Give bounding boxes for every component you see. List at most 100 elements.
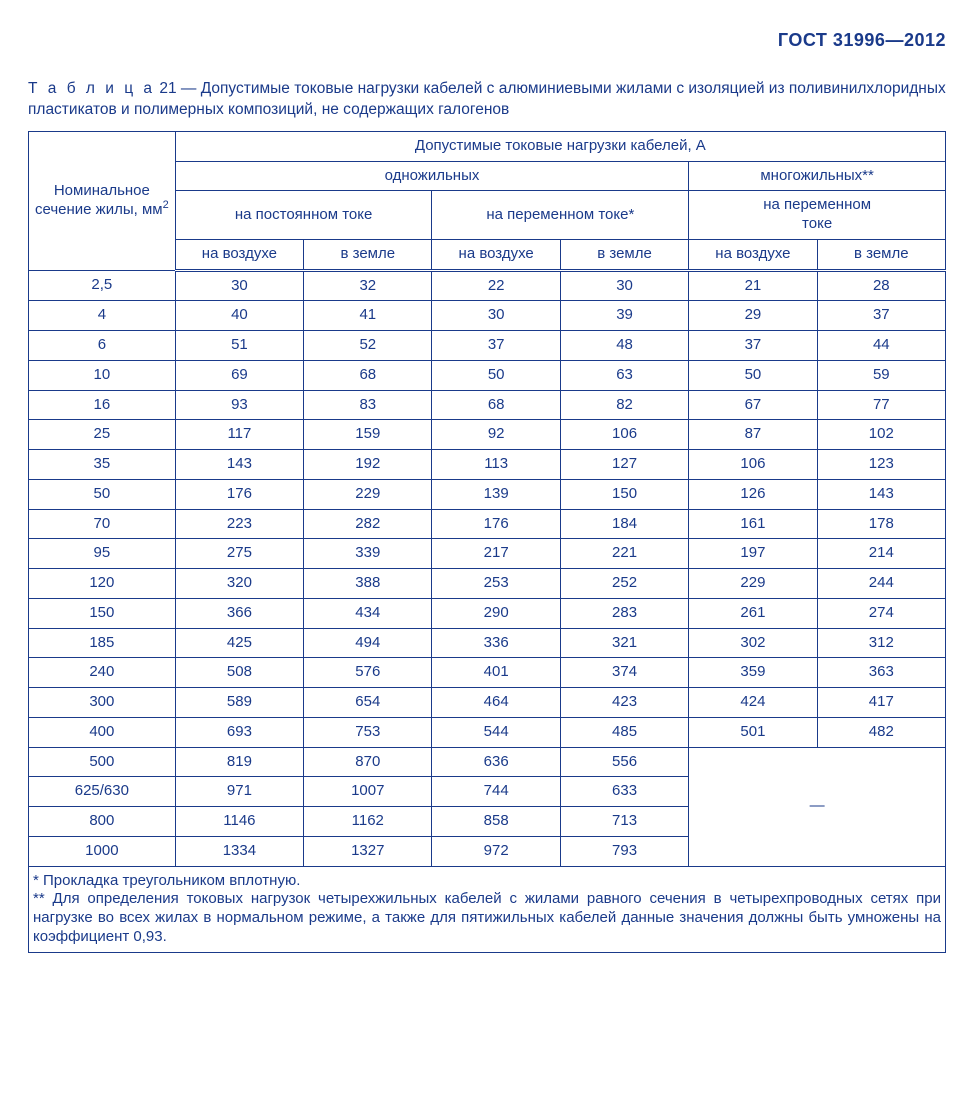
cell-value: 30	[432, 301, 560, 331]
cell-value: 1146	[175, 807, 303, 837]
table-row: 150366434290283261274	[29, 598, 946, 628]
cell-cross-section: 10	[29, 360, 176, 390]
cell-cross-section: 50	[29, 479, 176, 509]
cell-value: 51	[175, 331, 303, 361]
cell-value: 636	[432, 747, 560, 777]
table-row: 10696850635059	[29, 360, 946, 390]
cell-value: 159	[304, 420, 432, 450]
cell-value: 87	[689, 420, 817, 450]
cell-value: 48	[560, 331, 688, 361]
cell-value: 127	[560, 450, 688, 480]
cell-value: 417	[817, 688, 945, 718]
cell-cross-section: 2,5	[29, 270, 176, 301]
table-row: 16938368826777	[29, 390, 946, 420]
cell-value: 359	[689, 658, 817, 688]
cell-cross-section: 1000	[29, 836, 176, 866]
cell-value: 221	[560, 539, 688, 569]
table-row: 500819870636556—	[29, 747, 946, 777]
col-header-air-3: на воздухе	[689, 239, 817, 270]
cell-value: 819	[175, 747, 303, 777]
cell-value: 37	[817, 301, 945, 331]
cell-value: 464	[432, 688, 560, 718]
cell-cross-section: 185	[29, 628, 176, 658]
cell-value: 184	[560, 509, 688, 539]
cell-value: 363	[817, 658, 945, 688]
cell-value: 229	[304, 479, 432, 509]
cell-value: 290	[432, 598, 560, 628]
cell-value: 576	[304, 658, 432, 688]
cell-value: 67	[689, 390, 817, 420]
cell-cross-section: 120	[29, 569, 176, 599]
cell-value: 41	[304, 301, 432, 331]
cell-value: 693	[175, 717, 303, 747]
cell-cross-section: 300	[29, 688, 176, 718]
cell-value: 68	[304, 360, 432, 390]
cell-value: 150	[560, 479, 688, 509]
ac-multi-line1: на переменном	[763, 196, 871, 213]
col-header-ground-2: в земле	[560, 239, 688, 270]
table-row: 2,5303222302128	[29, 270, 946, 301]
cell-value: 30	[560, 270, 688, 301]
col-header-top: Допустимые токовые нагрузки кабелей, А	[175, 131, 945, 161]
cell-cross-section: 240	[29, 658, 176, 688]
cell-cross-section: 70	[29, 509, 176, 539]
cell-value: 261	[689, 598, 817, 628]
cell-value: 501	[689, 717, 817, 747]
table-row: 300589654464423424417	[29, 688, 946, 718]
cell-value: 161	[689, 509, 817, 539]
col-header-cross-section: Номинальное сечение жилы, мм2	[29, 131, 176, 270]
table-footnotes: * Прокладка треугольником вплотную. ** Д…	[29, 866, 946, 952]
cell-cross-section: 500	[29, 747, 176, 777]
col-header-air-2: на воздухе	[432, 239, 560, 270]
cell-value: 82	[560, 390, 688, 420]
cell-value: 102	[817, 420, 945, 450]
cell-cross-section: 800	[29, 807, 176, 837]
cell-value: 302	[689, 628, 817, 658]
table-row: 185425494336321302312	[29, 628, 946, 658]
table-row: 70223282176184161178	[29, 509, 946, 539]
cell-value: 713	[560, 807, 688, 837]
cell-value: 117	[175, 420, 303, 450]
cell-value: 123	[817, 450, 945, 480]
cell-value: 544	[432, 717, 560, 747]
cell-value: 21	[689, 270, 817, 301]
cell-value: 374	[560, 658, 688, 688]
col-header-dc: на постоянном токе	[175, 191, 432, 240]
cell-value: 143	[817, 479, 945, 509]
cell-value: 52	[304, 331, 432, 361]
cell-dash: —	[689, 747, 946, 866]
cell-value: 282	[304, 509, 432, 539]
cell-value: 744	[432, 777, 560, 807]
cell-value: 77	[817, 390, 945, 420]
cell-value: 508	[175, 658, 303, 688]
cell-value: 312	[817, 628, 945, 658]
cell-cross-section: 400	[29, 717, 176, 747]
cell-value: 93	[175, 390, 303, 420]
cell-value: 494	[304, 628, 432, 658]
footnote-1: * Прокладка треугольником вплотную.	[33, 872, 941, 891]
cell-value: 339	[304, 539, 432, 569]
table-row: 6515237483744	[29, 331, 946, 361]
cell-value: 252	[560, 569, 688, 599]
cell-value: 425	[175, 628, 303, 658]
cell-value: 971	[175, 777, 303, 807]
cell-value: 321	[560, 628, 688, 658]
cell-value: 556	[560, 747, 688, 777]
cell-value: 589	[175, 688, 303, 718]
current-loads-table: Номинальное сечение жилы, мм2 Допустимые…	[28, 131, 946, 953]
table-row: 400693753544485501482	[29, 717, 946, 747]
ac-multi-line2: токе	[802, 215, 832, 232]
table-row: 50176229139150126143	[29, 479, 946, 509]
cell-cross-section: 35	[29, 450, 176, 480]
cell-value: 50	[432, 360, 560, 390]
cell-value: 69	[175, 360, 303, 390]
cell-cross-section: 95	[29, 539, 176, 569]
row-label-line1: Номинальное	[54, 182, 150, 199]
cell-value: 223	[175, 509, 303, 539]
col-header-air-1: на воздухе	[175, 239, 303, 270]
cell-value: 1327	[304, 836, 432, 866]
table-row: 240508576401374359363	[29, 658, 946, 688]
cell-value: 633	[560, 777, 688, 807]
col-header-ac-multi: на переменном токе	[689, 191, 946, 240]
cell-value: 39	[560, 301, 688, 331]
